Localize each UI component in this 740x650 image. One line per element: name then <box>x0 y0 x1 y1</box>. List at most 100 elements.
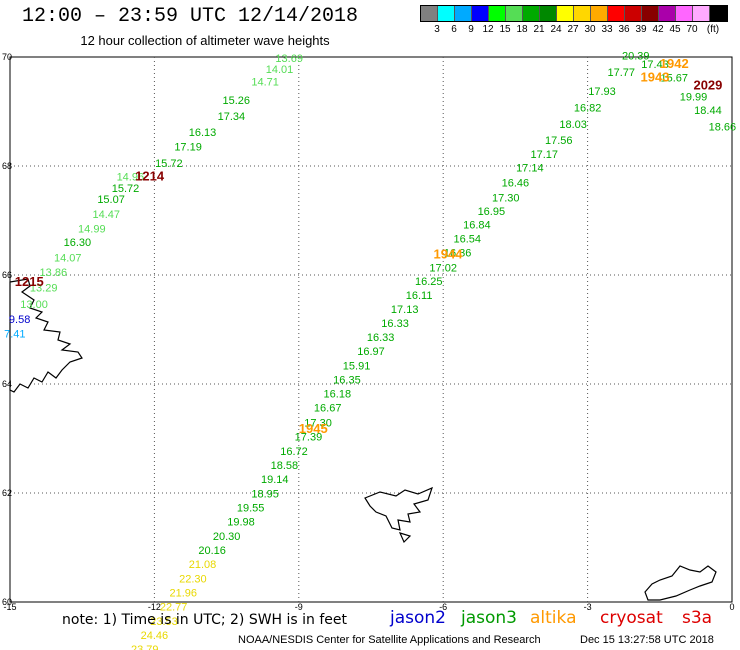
wave-height-value: 19.14 <box>261 474 289 486</box>
color-legend-label: 42 <box>652 24 664 35</box>
pass-time-label: 1944 <box>434 247 464 262</box>
wave-height-value: 18.66 <box>709 122 737 134</box>
pass-time-label: 1945 <box>299 421 328 436</box>
color-swatch <box>523 6 540 21</box>
color-legend-label: 30 <box>584 24 596 35</box>
wave-height-value: 16.54 <box>454 233 482 245</box>
wave-height-value: 14.99 <box>78 223 106 235</box>
color-legend-label: 12 <box>482 24 494 35</box>
wave-height-value: 16.33 <box>381 318 409 330</box>
pass-time-label: 1942 <box>660 56 689 71</box>
color-legend: 3 6 9 12 15 18 21 24 27 30 33 36 39 42 45 70 (ft) <box>420 5 728 36</box>
wave-height-value: 17.13 <box>391 304 419 316</box>
color-legend-label: 27 <box>567 24 579 35</box>
wave-height-value: 17.43 <box>641 59 669 71</box>
wave-height-value: 17.02 <box>429 263 457 275</box>
pass-time-label: 2029 <box>693 78 722 93</box>
wave-height-value: 13.69 <box>275 53 303 65</box>
wave-height-value: 7.41 <box>4 329 25 341</box>
wave-height-value: 16.13 <box>189 127 217 139</box>
color-legend-label: 70 <box>686 24 698 35</box>
color-swatch <box>608 6 625 21</box>
color-legend-swatches <box>420 5 728 22</box>
wave-height-value: 14.71 <box>251 76 279 88</box>
wave-height-value: 20.16 <box>198 545 226 557</box>
color-legend-label: 15 <box>499 24 511 35</box>
color-swatch <box>421 6 438 21</box>
wave-height-value: 13.29 <box>30 282 58 294</box>
color-swatch <box>506 6 523 21</box>
y-tick-label: 60 <box>2 597 12 607</box>
wave-height-value: 19.55 <box>237 503 265 515</box>
color-legend-label: 36 <box>618 24 630 35</box>
color-swatch <box>574 6 591 21</box>
credit-text: NOAA/NESDIS Center for Satellite Applica… <box>238 634 541 646</box>
color-swatch <box>659 6 676 21</box>
wave-height-value: 19.98 <box>227 517 255 529</box>
footer-note: note: 1) Time is in UTC; 2) SWH is in fe… <box>62 612 348 628</box>
page-subtitle: 12 hour collection of altimeter wave hei… <box>80 33 330 48</box>
color-legend-label: 6 <box>451 24 457 35</box>
y-tick-label: 62 <box>2 488 12 498</box>
y-tick-label: 70 <box>2 52 12 62</box>
color-legend-label: 39 <box>635 24 647 35</box>
color-swatch <box>642 6 659 21</box>
wave-height-value: 16.18 <box>324 389 352 401</box>
wave-height-value: 16.25 <box>415 276 443 288</box>
wave-height-value: 15.07 <box>97 194 125 206</box>
color-swatch <box>625 6 642 21</box>
color-legend-label: 45 <box>669 24 681 35</box>
wave-height-value: 15.91 <box>343 360 371 372</box>
wave-height-value: 15.72 <box>112 183 140 195</box>
wave-height-value: 17.30 <box>492 192 520 204</box>
wave-height-value: 14.01 <box>266 64 294 76</box>
wave-height-value: 24.46 <box>141 630 169 642</box>
wave-height-value: 23.79 <box>131 644 159 650</box>
color-legend-label: 33 <box>601 24 613 35</box>
color-swatch <box>676 6 693 21</box>
wave-height-value: 17.14 <box>516 162 544 174</box>
wave-height-value: 17.19 <box>174 142 202 154</box>
wave-height-value: 9.58 <box>9 314 30 326</box>
wave-height-value: 16.97 <box>357 346 385 358</box>
wave-height-value: 18.44 <box>694 105 722 117</box>
color-legend-label: 24 <box>550 24 562 35</box>
wave-height-value: 14.96 <box>117 172 145 184</box>
color-swatch <box>591 6 608 21</box>
color-legend-labels: 3 6 9 12 15 18 21 24 27 30 33 36 39 42 45 70 (ft) <box>420 22 728 36</box>
coastline <box>9 278 717 601</box>
wave-height-value: 20.39 <box>622 51 650 63</box>
generated-timestamp: Dec 15 13:27:58 UTC 2018 <box>580 634 714 646</box>
color-legend-label: 21 <box>533 24 545 35</box>
color-legend-label: 18 <box>516 24 528 35</box>
x-tick-label: 0 <box>729 602 734 612</box>
wave-height-value: 13.00 <box>20 299 48 311</box>
satellite-legend-item: cryosat <box>600 608 663 628</box>
color-legend-label: 9 <box>468 24 474 35</box>
page-title: 12:00 – 23:59 UTC 12/14/2018 <box>21 5 359 28</box>
wave-height-value: 17.39 <box>295 432 323 444</box>
wave-height-value: 18.03 <box>559 119 587 131</box>
wave-height-value: 21.08 <box>189 559 217 571</box>
satellite-legend-item: jason3 <box>461 608 517 628</box>
x-tick-label: -3 <box>584 602 592 612</box>
wave-height-value: 15.26 <box>222 95 250 107</box>
color-swatch <box>710 6 727 21</box>
color-swatch <box>540 6 557 21</box>
wave-height-value: 17.77 <box>608 67 636 79</box>
x-tick-label: -15 <box>3 602 16 612</box>
pass-time-label: 1943 <box>641 70 670 85</box>
pass-time-label: 1214 <box>135 169 165 184</box>
wave-height-value: 16.67 <box>314 402 342 414</box>
wave-height-value: 19.99 <box>680 92 708 104</box>
color-swatch <box>489 6 506 21</box>
color-swatch <box>693 6 710 21</box>
wave-height-value: 21.96 <box>170 588 198 600</box>
wave-height-value: 16.46 <box>502 178 530 190</box>
wave-height-value: 18.58 <box>271 460 299 472</box>
x-tick-label: -6 <box>439 602 447 612</box>
wave-height-value: 16.33 <box>367 332 395 344</box>
faroe-islands-coastline <box>364 486 433 544</box>
wave-height-value: 17.56 <box>545 135 573 147</box>
